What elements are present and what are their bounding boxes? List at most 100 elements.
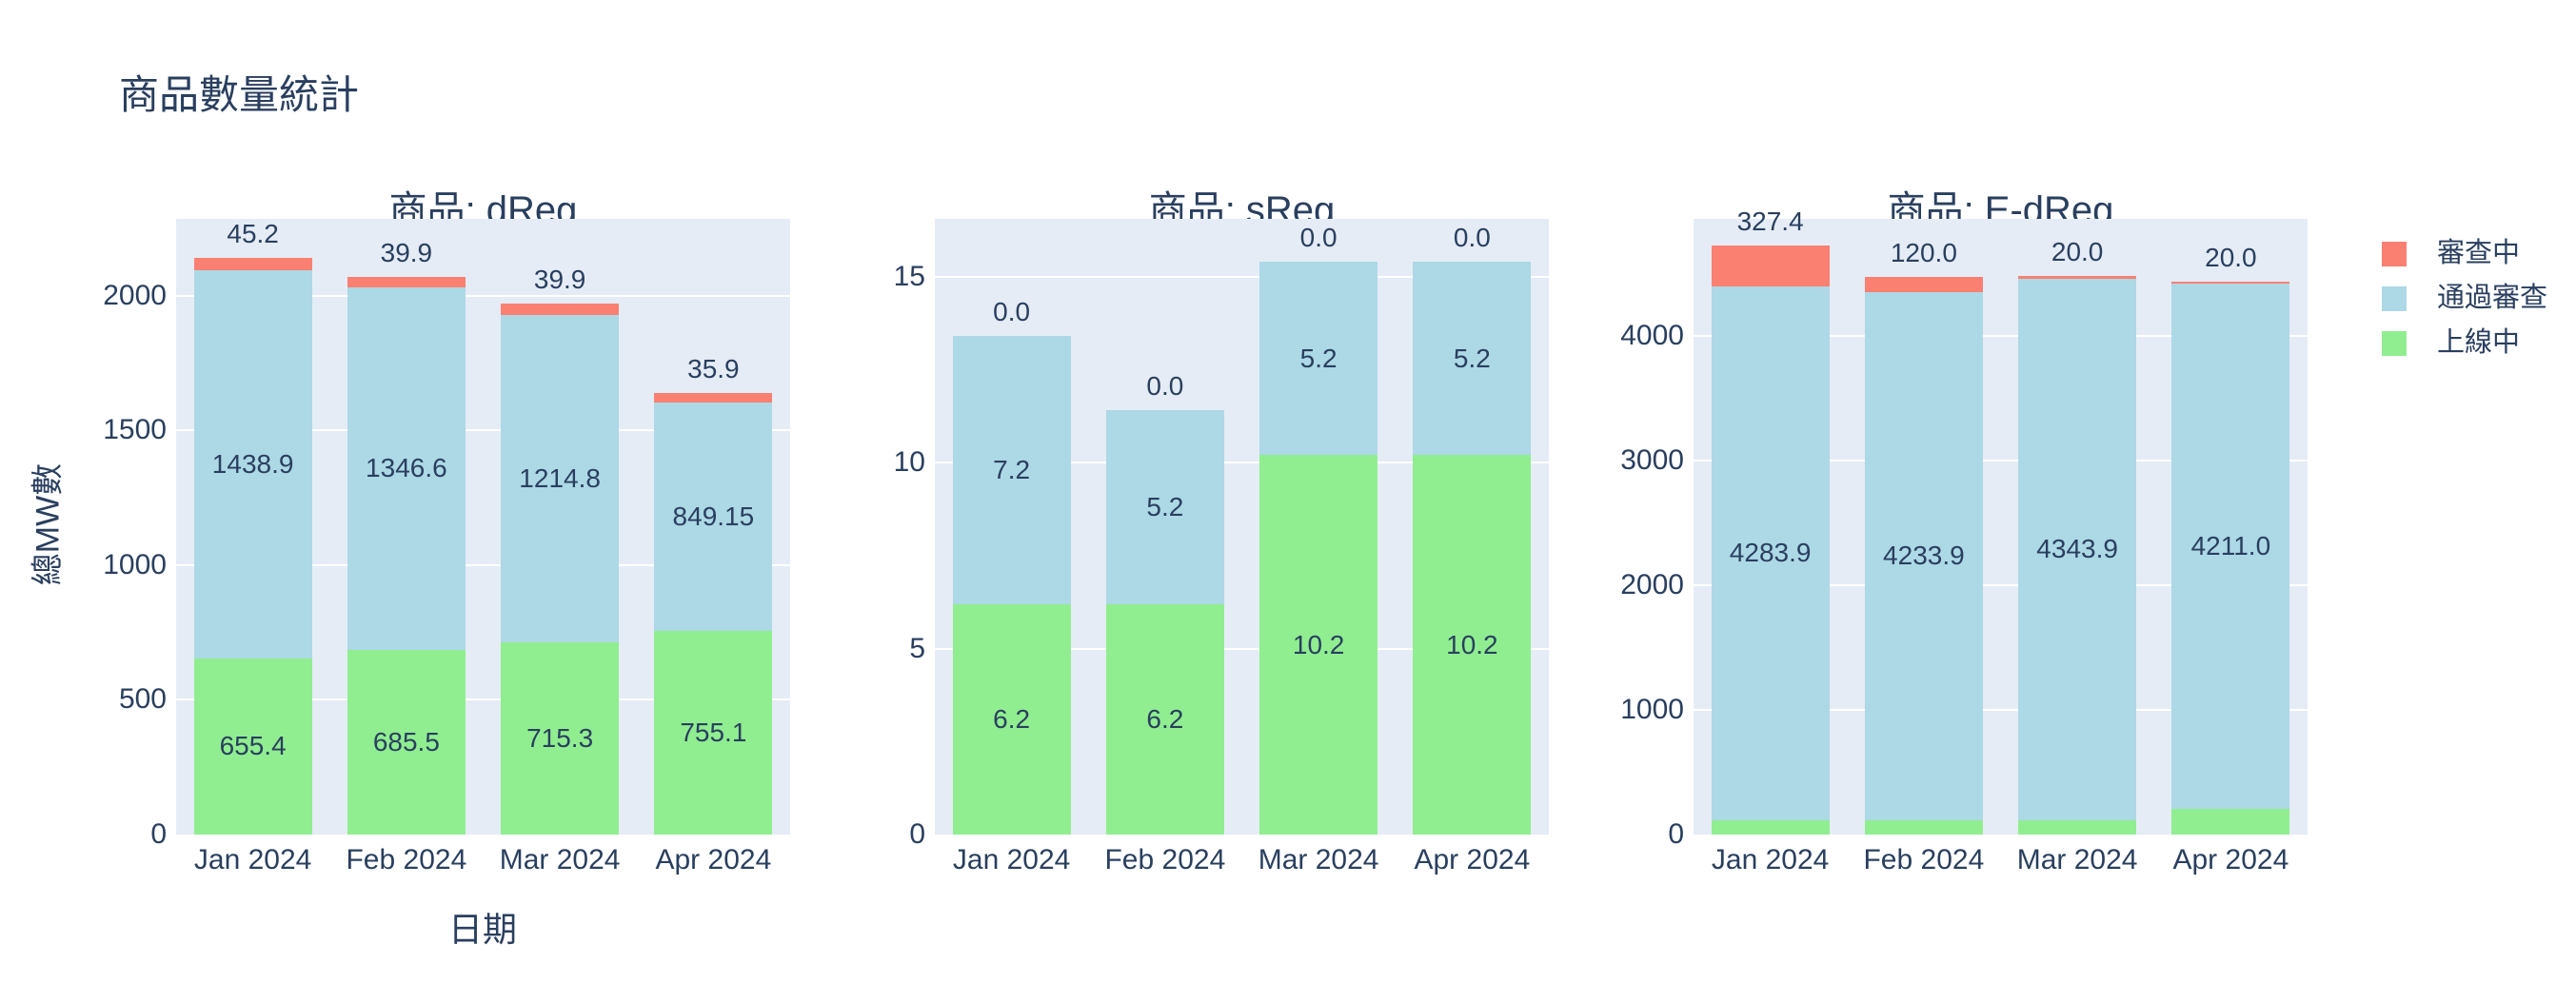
- bar-segment-online[interactable]: [1259, 455, 1378, 835]
- gridline: [176, 294, 790, 297]
- bar-segment-online[interactable]: [2171, 808, 2290, 835]
- bar-segment-approved[interactable]: [654, 402, 773, 632]
- x-tick-label: Feb 2024: [346, 844, 467, 875]
- bar-value-label: 1346.6: [366, 453, 447, 483]
- gridline: [1694, 584, 2308, 586]
- bar-value-label: 45.2: [227, 219, 279, 249]
- gridline: [176, 563, 790, 566]
- gridline: [1694, 709, 2308, 711]
- bar-value-label: 4233.9: [1883, 541, 1965, 571]
- bar-value-label: 7.2: [993, 454, 1031, 484]
- x-tick-label: Jan 2024: [952, 844, 1071, 875]
- bar-segment-approved[interactable]: [2171, 284, 2290, 809]
- y-tick-label: 1500: [103, 414, 167, 446]
- bar-segment-online[interactable]: [1413, 455, 1532, 835]
- bar-segment-approved[interactable]: [501, 314, 620, 642]
- plot-area[interactable]: 116.04283.9327.4116.04233.9120.0116.0434…: [1694, 206, 2308, 835]
- bar-value-label: 715.3: [526, 722, 594, 753]
- bar-segment-under-review[interactable]: [193, 258, 312, 271]
- bar-segment-online[interactable]: [2018, 819, 2137, 835]
- legend-item-approved[interactable]: 通過審查: [2382, 285, 2547, 312]
- bar-value-label: 0.0: [1453, 222, 1491, 252]
- gridline: [1694, 335, 2308, 337]
- bar-value-label: 327.4: [1736, 206, 1804, 236]
- bar-value-label: 6.2: [1146, 703, 1184, 734]
- bar-segment-under-review[interactable]: [347, 276, 466, 287]
- gridline: [935, 275, 1549, 278]
- x-tick-label: Feb 2024: [1104, 844, 1226, 875]
- bar-segment-approved[interactable]: [1711, 285, 1830, 820]
- bar-value-label: 120.0: [1890, 238, 1957, 268]
- y-tick-label: 10: [893, 446, 925, 479]
- bar-segment-online[interactable]: [654, 631, 773, 835]
- plot-area[interactable]: 6.2 7.2 0.0 6.2 5.2 0.0 10.2 5.2 0.0 10.2 5.2 0.0: [935, 219, 1549, 835]
- bar-value-label: 5.2: [1453, 343, 1491, 373]
- bar-segment-online[interactable]: [1864, 819, 1983, 835]
- y-tick-label: 0: [1668, 818, 1684, 850]
- x-tick-label: Jan 2024: [193, 844, 312, 875]
- y-tick-label: 15: [893, 260, 925, 292]
- bar-value-label: 655.4: [219, 731, 287, 761]
- bar-segment-under-review[interactable]: [654, 392, 773, 403]
- bar-segment-online[interactable]: [347, 650, 466, 835]
- y-tick-label: 5: [909, 632, 925, 664]
- legend-swatch-under-review: [2382, 241, 2407, 266]
- bar-segment-approved[interactable]: [1105, 410, 1224, 604]
- x-tick-label: Mar 2024: [1258, 844, 1379, 875]
- bar-segment-approved[interactable]: [1259, 261, 1378, 456]
- bar-value-label: 685.5: [372, 726, 440, 757]
- x-tick-label: Apr 2024: [655, 844, 772, 875]
- y-tick-label: 0: [909, 818, 925, 850]
- legend-swatch-online: [2382, 330, 2407, 356]
- bar-value-label: 0.0: [1146, 371, 1184, 402]
- gridline: [176, 698, 790, 701]
- bar-value-label: 4211.0: [2190, 530, 2271, 560]
- bar-segment-approved[interactable]: [1864, 292, 1983, 820]
- y-tick-label: 0: [150, 818, 167, 850]
- bar-segment-online[interactable]: [193, 658, 312, 835]
- x-tick-label: Jan 2024: [1711, 844, 1830, 875]
- y-tick-label: 2000: [1620, 569, 1684, 600]
- bar-segment-under-review[interactable]: [2018, 276, 2137, 279]
- bar-segment-approved[interactable]: [193, 270, 312, 659]
- gridline: [935, 647, 1549, 650]
- bar-value-label: 39.9: [380, 237, 433, 267]
- bar-segment-online[interactable]: [1711, 819, 1830, 835]
- x-axis-title: 日期: [447, 910, 518, 949]
- legend-swatch-approved: [2382, 285, 2407, 311]
- bar-value-label: 1438.9: [211, 448, 294, 479]
- y-tick-label: 2000: [103, 279, 167, 311]
- legend-label: 審查中: [2437, 238, 2521, 268]
- x-tick-label: Apr 2024: [2172, 844, 2289, 875]
- bar-value-label: 5.2: [1146, 491, 1184, 521]
- bar-segment-approved[interactable]: [1413, 261, 1532, 456]
- bar-segment-online[interactable]: [1105, 603, 1224, 835]
- bar-segment-approved[interactable]: [347, 286, 466, 650]
- bar-value-label: 0.0: [993, 297, 1031, 327]
- bar-segment-under-review[interactable]: [2171, 281, 2290, 285]
- gridline: [1694, 460, 2308, 462]
- bar-segment-online[interactable]: [501, 641, 620, 835]
- legend-item-under-review[interactable]: 審查中: [2382, 240, 2547, 267]
- bar-value-label: 20.0: [2205, 242, 2257, 272]
- bar-segment-under-review[interactable]: [1711, 245, 1830, 286]
- y-tick-label: 1000: [1620, 694, 1684, 725]
- bar-value-label: 5.2: [1299, 343, 1338, 373]
- bar-value-label: 0.0: [1299, 222, 1338, 252]
- gridline: [176, 429, 790, 432]
- y-tick-label: 3000: [1620, 444, 1684, 476]
- bar-segment-approved[interactable]: [952, 336, 1071, 604]
- y-tick-label: 500: [118, 683, 167, 716]
- bar-segment-under-review[interactable]: [1864, 277, 1983, 293]
- plot-area[interactable]: 655.4 1438.9 45.2 685.5 1346.6 39.9 715.3 1214.…: [176, 219, 790, 835]
- x-tick-label: Apr 2024: [1414, 844, 1531, 875]
- bar-segment-online[interactable]: [952, 603, 1071, 835]
- bar-value-label: 849.15: [672, 502, 755, 532]
- chart-title: 商品數量統計: [119, 72, 360, 117]
- x-tick-label: Mar 2024: [2016, 844, 2138, 875]
- bar-value-label: 1214.8: [519, 462, 601, 493]
- legend-item-online[interactable]: 上線中: [2382, 329, 2547, 357]
- bar-segment-approved[interactable]: [2018, 278, 2137, 820]
- bar-segment-under-review[interactable]: [501, 304, 620, 315]
